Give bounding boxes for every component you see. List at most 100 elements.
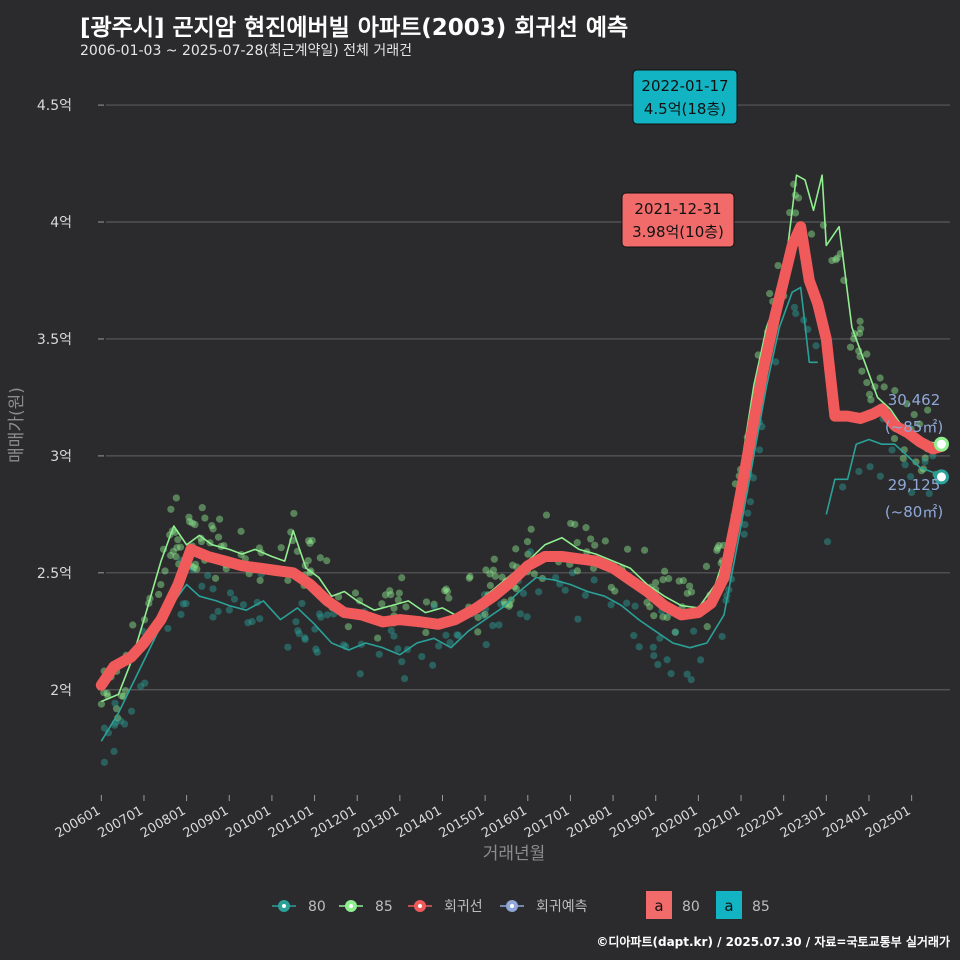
transaction-dot <box>214 533 223 541</box>
transaction-dot <box>161 567 169 575</box>
regression-line <box>95 221 947 691</box>
transaction-dot <box>453 631 461 639</box>
transaction-dot <box>908 488 916 497</box>
transaction-dot <box>690 627 698 635</box>
transaction-dot <box>925 489 933 498</box>
transaction-dot <box>659 613 667 621</box>
transaction-dot <box>103 689 111 698</box>
transaction-dot <box>650 651 658 660</box>
x-tick-label: 201601 <box>479 803 529 841</box>
transaction-dot <box>442 585 450 593</box>
transaction-dot <box>248 617 256 626</box>
transaction-dot <box>876 472 884 480</box>
legend-label-text: 85 <box>752 899 770 915</box>
transaction-dot <box>256 615 264 623</box>
transaction-dot <box>650 612 658 620</box>
transaction-dot <box>394 645 402 653</box>
x-tick-label: 201401 <box>394 803 444 841</box>
transaction-dot <box>284 576 292 584</box>
transaction-dot <box>104 729 112 737</box>
transaction-dot <box>865 390 874 398</box>
transaction-dot <box>568 569 577 577</box>
transaction-dot <box>740 530 748 538</box>
transaction-dot <box>746 498 755 506</box>
y-tick-label: 3.5억 <box>37 332 72 348</box>
highlight-price: 4.5억(18층) <box>644 100 726 118</box>
transaction-dot <box>141 679 149 687</box>
transaction-dot <box>198 582 206 590</box>
transaction-dot <box>193 565 201 573</box>
transaction-dot <box>924 406 932 414</box>
highlight-price: 3.98억(10층) <box>632 223 724 241</box>
transaction-dot <box>713 544 722 552</box>
transaction-dot <box>117 717 125 725</box>
transaction-dot <box>185 518 194 526</box>
transaction-dot <box>512 585 520 593</box>
transaction-dot <box>591 541 599 549</box>
transaction-dot <box>790 303 799 311</box>
x-tick-label: 201501 <box>437 803 487 841</box>
transaction-dot <box>446 639 454 647</box>
transaction-dot <box>512 545 520 553</box>
transaction-dot <box>121 687 130 695</box>
grid-lines <box>98 104 950 691</box>
transaction-dot <box>378 600 386 608</box>
transaction-dot <box>292 618 300 626</box>
series-line-85 <box>100 174 942 703</box>
transaction-dot <box>573 567 581 575</box>
transaction-dot <box>675 577 683 585</box>
legend-key-center <box>349 904 353 908</box>
y-axis-title: 매매가(원) <box>7 387 27 463</box>
transaction-dot <box>253 598 261 607</box>
transaction-dot <box>298 599 306 608</box>
transaction-dot <box>127 707 136 715</box>
transaction-dot <box>812 342 820 350</box>
transaction-dot <box>323 611 331 619</box>
transaction-dot <box>582 524 590 532</box>
transaction-dot <box>631 602 639 610</box>
transaction-dot <box>315 610 324 618</box>
transaction-dot <box>794 194 803 202</box>
transaction-dot <box>489 621 497 630</box>
transaction-dot <box>239 601 248 609</box>
y-tick-label: 3억 <box>50 449 72 465</box>
transaction-dot <box>581 591 590 599</box>
transaction-dot <box>535 588 543 596</box>
transaction-dot <box>390 632 398 640</box>
transaction-dot <box>356 670 364 678</box>
x-tick-label: 202101 <box>693 803 743 841</box>
transaction-dot <box>174 536 182 544</box>
transaction-dot <box>244 619 252 627</box>
transaction-dot <box>110 747 118 756</box>
transaction-dot <box>685 582 694 590</box>
transaction-dot <box>209 585 217 593</box>
highlight-date: 2022-01-17 <box>641 77 728 95</box>
transaction-dot <box>912 458 920 466</box>
transaction-dot <box>774 261 782 270</box>
y-tick-label: 2.5억 <box>37 566 72 582</box>
transaction-dot <box>481 610 489 618</box>
transaction-dot <box>390 604 398 612</box>
transaction-dot <box>828 256 836 265</box>
transaction-dot <box>903 400 911 408</box>
transaction-dot <box>679 576 687 585</box>
transaction-dot <box>422 598 431 606</box>
transaction-dot <box>190 564 198 572</box>
transaction-dot <box>607 583 615 592</box>
x-tick-label: 201701 <box>522 803 572 841</box>
transaction-dot <box>687 676 695 684</box>
transaction-dot <box>921 454 929 462</box>
transaction-dot <box>863 378 871 387</box>
transaction-dot <box>590 576 598 584</box>
legend: 80 85 회귀선 회귀예측 a 80 a 85 <box>272 891 770 919</box>
transaction-dot <box>308 536 316 545</box>
transaction-dot <box>394 596 402 604</box>
transaction-dot <box>172 494 180 502</box>
transaction-dot <box>237 527 245 535</box>
legend-label-swatch <box>716 891 742 919</box>
transaction-dot <box>888 446 896 454</box>
transaction-dot <box>880 383 888 391</box>
x-tick-label: 201901 <box>607 803 657 841</box>
x-tick-label: 201101 <box>266 803 316 841</box>
